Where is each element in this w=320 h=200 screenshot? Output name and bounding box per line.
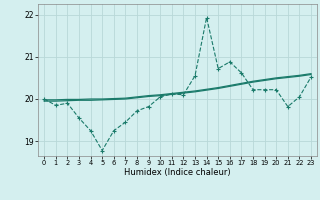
X-axis label: Humidex (Indice chaleur): Humidex (Indice chaleur) — [124, 168, 231, 177]
